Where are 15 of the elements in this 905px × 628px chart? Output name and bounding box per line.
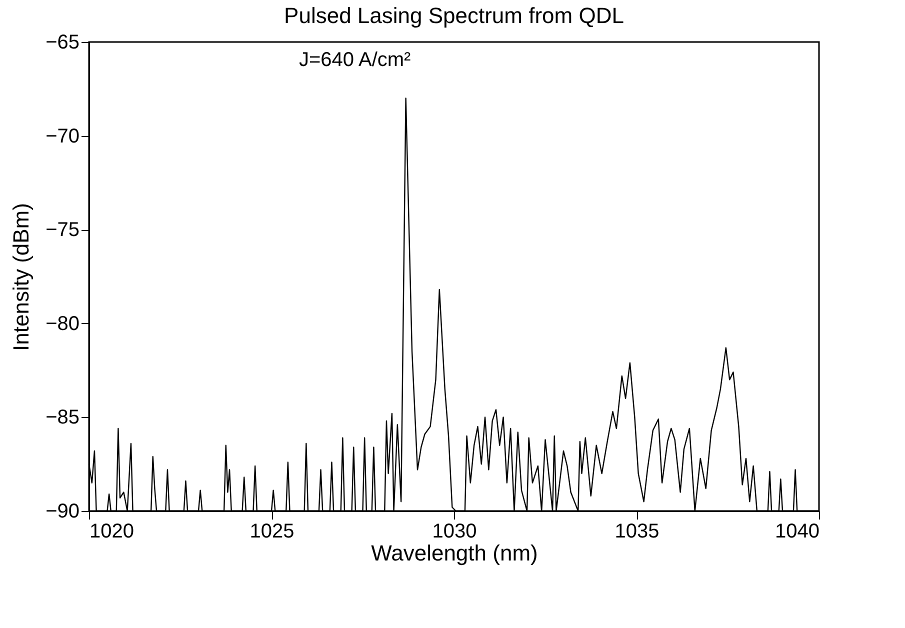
annotation: J=640 A/cm² [299, 49, 412, 71]
chart-title: Pulsed Lasing Spectrum from QDL [284, 3, 624, 28]
x-tick-label: 1020 [90, 520, 134, 542]
y-axis-title: Intensity (dBm) [8, 203, 34, 351]
x-axis-title: Wavelength (nm) [371, 540, 538, 566]
y-tick-label: −70 [46, 125, 80, 148]
y-tick-label: −85 [46, 406, 80, 429]
x-tick-label: 1035 [614, 520, 660, 542]
y-tick-label: −65 [46, 32, 80, 54]
x-tick-label: 1040 [775, 520, 820, 542]
x-tick-label: 1025 [250, 520, 294, 542]
y-tick-label: −80 [46, 312, 80, 335]
y-tick-label: −90 [46, 500, 80, 522]
x-tick-label: 1030 [432, 520, 477, 542]
y-tick-label: −75 [46, 219, 80, 242]
